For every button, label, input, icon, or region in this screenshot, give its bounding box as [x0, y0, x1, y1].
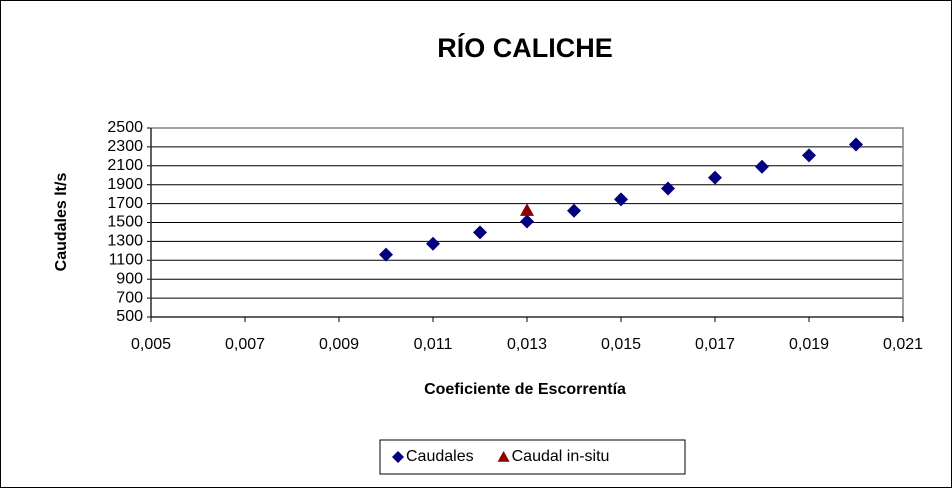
- point: [520, 203, 534, 216]
- y-tick-label: 1500: [107, 214, 143, 231]
- legend-marker: [497, 451, 510, 462]
- point: [755, 159, 769, 174]
- point: [614, 192, 628, 207]
- point: [379, 247, 393, 262]
- y-tick-label: 700: [116, 289, 143, 306]
- point: [473, 225, 487, 240]
- x-axis-label: Coeficiente de Escorrentía: [424, 381, 626, 398]
- point: [849, 137, 863, 152]
- y-tick-label: 1300: [107, 233, 143, 250]
- legend-marker: [392, 451, 404, 463]
- y-axis-label: Caudales lt/s: [53, 173, 70, 272]
- point: [520, 214, 534, 229]
- x-tick-label: 0,009: [319, 336, 359, 353]
- legend-label: Caudales: [406, 448, 474, 465]
- y-tick-label: 1900: [107, 176, 143, 193]
- legend-label: Caudal in-situ: [512, 448, 610, 465]
- y-tick-label: 900: [116, 270, 143, 287]
- point: [567, 203, 581, 218]
- x-tick-label: 0,007: [225, 336, 265, 353]
- x-tick-label: 0,017: [695, 336, 735, 353]
- x-tick-label: 0,019: [789, 336, 829, 353]
- y-tick-label: 1100: [109, 252, 144, 269]
- x-tick-label: 0,015: [601, 336, 641, 353]
- point: [708, 170, 722, 185]
- x-tick-label: 0,013: [507, 336, 547, 353]
- point: [802, 148, 816, 163]
- x-tick-label: 0,011: [414, 336, 453, 353]
- y-tick-label: 2500: [107, 119, 143, 136]
- y-tick-label: 500: [116, 308, 143, 325]
- x-tick-label: 0,005: [131, 336, 171, 353]
- x-tick-label: 0,021: [883, 336, 923, 353]
- y-tick-label: 1700: [107, 195, 143, 212]
- y-tick-label: 2100: [107, 157, 143, 174]
- point: [426, 236, 440, 251]
- y-tick-label: 2300: [107, 138, 143, 155]
- point: [661, 181, 675, 196]
- chart-title: RÍO CALICHE: [437, 32, 613, 63]
- legend: [379, 439, 686, 475]
